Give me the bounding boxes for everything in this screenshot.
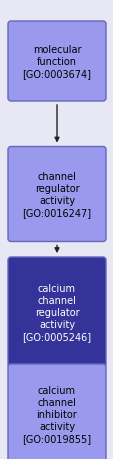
FancyBboxPatch shape — [8, 147, 105, 242]
FancyBboxPatch shape — [8, 22, 105, 102]
Text: channel
regulator
activity
[GO:0016247]: channel regulator activity [GO:0016247] — [22, 172, 91, 218]
FancyBboxPatch shape — [8, 364, 105, 459]
Text: calcium
channel
inhibitor
activity
[GO:0019855]: calcium channel inhibitor activity [GO:0… — [22, 385, 91, 443]
Text: molecular
function
[GO:0003674]: molecular function [GO:0003674] — [22, 45, 91, 79]
FancyBboxPatch shape — [8, 257, 105, 367]
Text: calcium
channel
regulator
activity
[GO:0005246]: calcium channel regulator activity [GO:0… — [22, 283, 91, 341]
